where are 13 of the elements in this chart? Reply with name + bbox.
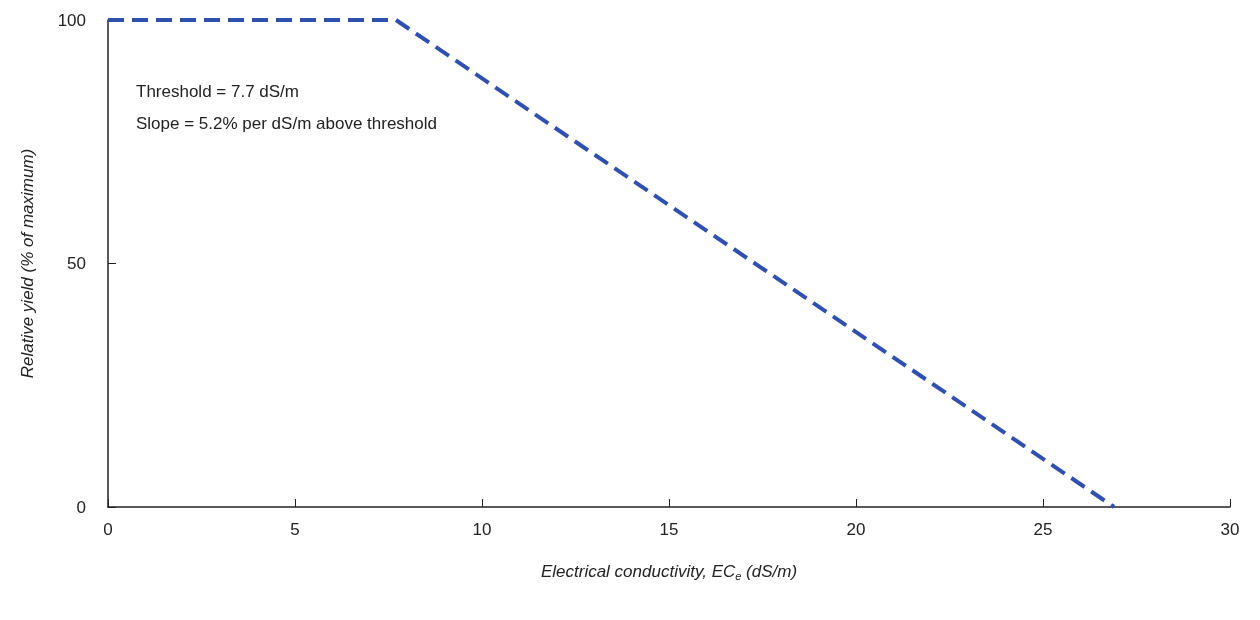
y-tick-label: 50 [67,254,86,273]
y-tick-label: 100 [57,10,86,30]
y-tick-label: 0 [76,497,86,517]
x-tick-label: 25 [1033,520,1053,539]
x-tick-label: 0 [103,520,113,539]
x-tick-label: 20 [846,520,866,539]
x-tick-label: 5 [290,520,300,539]
y-axis-title: Relative yield (% of maximum) [18,148,37,379]
x-tick-label: 30 [1220,520,1240,539]
x-tick-label: 15 [659,520,679,539]
annotation: Threshold = 7.7 dS/m [136,82,300,101]
annotation: Slope = 5.2% per dS/m above threshold [136,114,437,133]
x-tick-label: 10 [472,520,492,539]
